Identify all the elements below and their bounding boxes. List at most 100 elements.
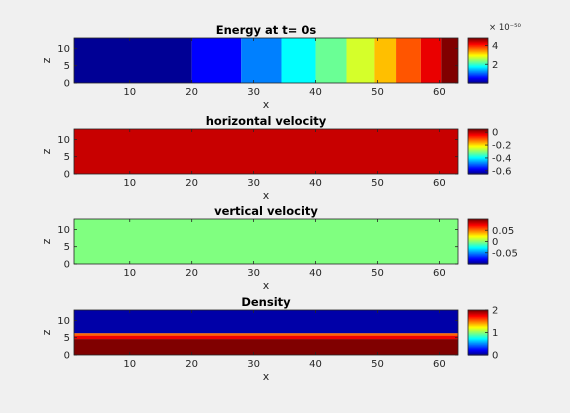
colorbar-segment	[468, 71, 488, 73]
colorbar-segment	[468, 346, 488, 348]
colorbar-segment	[468, 244, 488, 246]
colorbar-segment	[468, 130, 488, 132]
colorbar-segment	[468, 328, 488, 330]
colorbar-segment	[468, 345, 488, 348]
colorbar-segment	[468, 78, 488, 81]
colorbar-segment	[468, 54, 488, 57]
colorbar-segment	[468, 321, 488, 323]
colorbar-segment	[468, 166, 488, 169]
colorbar-segment	[468, 344, 488, 346]
colorbar-segment	[468, 48, 488, 50]
colorbar-segment	[468, 80, 488, 82]
colorbar-segment	[468, 226, 488, 229]
y-tick-label: 0	[64, 260, 70, 271]
colorbar-segment	[468, 56, 488, 59]
colorbar-segment	[468, 133, 488, 135]
colorbar-segment	[468, 141, 488, 143]
colorbar-segment	[468, 136, 488, 139]
colorbar-segment	[468, 168, 488, 170]
colorbar-segment	[468, 50, 488, 52]
colorbar-frame	[467, 128, 489, 175]
heatmap-band	[74, 339, 458, 355]
plot-title: vertical velocity	[214, 204, 318, 218]
y-tick-label: 5	[64, 333, 70, 344]
colorbar-segment	[468, 76, 488, 78]
colorbar-segment	[468, 262, 488, 264]
colorbar-segment	[468, 43, 488, 45]
colorbar-segment	[468, 317, 488, 320]
colorbar-segment	[468, 59, 488, 62]
colorbar-segment	[468, 222, 488, 224]
colorbar-segment	[468, 38, 488, 40]
axes-box	[73, 37, 459, 84]
colorbar-segment	[468, 69, 488, 71]
colorbar-segment	[468, 40, 488, 42]
x-axis-label: x	[263, 279, 270, 292]
colorbar-segment	[468, 323, 488, 325]
colorbar-segment	[468, 327, 488, 329]
x-axis-label: x	[263, 98, 270, 111]
colorbar-segment	[468, 41, 488, 43]
colorbar-segment	[468, 315, 488, 317]
x-tick-label: 50	[371, 87, 384, 98]
colorbar-tick-label: -0.2	[492, 141, 512, 152]
colorbar-segment	[468, 132, 488, 134]
y-axis-label: z	[40, 57, 53, 63]
x-tick-label: 20	[185, 359, 198, 370]
colorbar-segment	[468, 255, 488, 257]
heatmap-band	[374, 38, 397, 83]
colorbar-segment	[468, 329, 488, 331]
colorbar-segment	[468, 47, 488, 50]
colorbar-segment	[468, 49, 488, 52]
colorbar-segment	[468, 242, 488, 244]
colorbar-segment	[468, 221, 488, 223]
colorbar-segment	[468, 223, 488, 226]
colorbar-segment	[468, 145, 488, 147]
colorbar-segment	[468, 347, 488, 350]
colorbar-segment	[468, 349, 488, 351]
colorbar-segment	[468, 60, 488, 62]
colorbar-segment	[468, 343, 488, 346]
colorbar-segment	[468, 72, 488, 74]
colorbar-tick-label: 0	[492, 351, 498, 362]
colorbar-segment	[468, 228, 488, 230]
colorbar-segment	[468, 324, 488, 326]
colorbar-segment	[468, 251, 488, 253]
colorbar-segment	[468, 328, 488, 331]
heatmap-band	[441, 38, 458, 83]
colorbar-segment	[468, 129, 488, 132]
colorbar-segment	[468, 66, 488, 69]
axes-box	[73, 309, 459, 356]
colorbar-segment	[468, 254, 488, 257]
heatmap-band	[346, 38, 375, 83]
y-tick-label: 10	[57, 44, 70, 55]
colorbar-segment	[468, 319, 488, 321]
colorbar-segment	[468, 219, 488, 222]
heatmap-band	[191, 38, 242, 83]
colorbar-segment	[468, 247, 488, 249]
colorbar-segment	[468, 152, 488, 154]
colorbar-segment	[468, 59, 488, 61]
x-tick-label: 60	[433, 268, 446, 279]
colorbar-segment	[468, 164, 488, 167]
colorbar-segment	[468, 57, 488, 59]
colorbar-segment	[468, 336, 488, 339]
plot-title: Density	[241, 295, 291, 309]
colorbar-segment	[468, 249, 488, 251]
y-axis-label: z	[40, 148, 53, 154]
colorbar-segment	[468, 225, 488, 227]
x-tick-label: 30	[247, 268, 260, 279]
colorbar-segment	[468, 350, 488, 353]
colorbar-segment	[468, 338, 488, 341]
colorbar-segment	[468, 317, 488, 319]
colorbar-segment	[468, 143, 488, 145]
colorbar-segment	[468, 341, 488, 343]
colorbar-tick-label: -0.4	[492, 153, 512, 164]
colorbar-segment	[468, 325, 488, 327]
x-tick-label: 20	[185, 87, 198, 98]
colorbar-segment	[468, 256, 488, 259]
colorbar-segment	[468, 348, 488, 350]
colorbar-segment	[468, 318, 488, 320]
colorbar-segment	[468, 342, 488, 344]
